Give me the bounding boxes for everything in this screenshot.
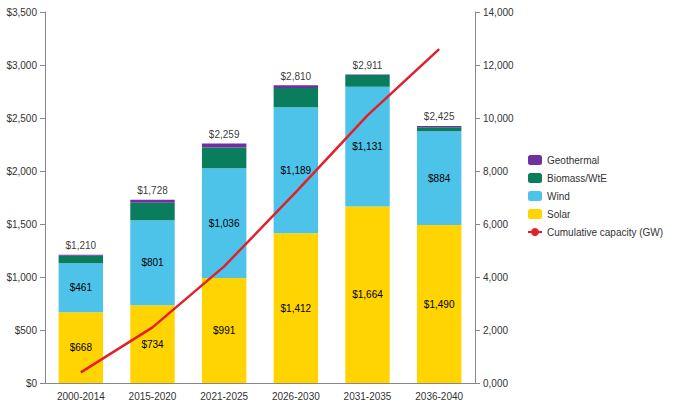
svg-text:$3,500: $3,500 bbox=[6, 7, 37, 18]
svg-text:$884: $884 bbox=[428, 173, 451, 184]
svg-text:2036-2040: 2036-2040 bbox=[415, 391, 463, 402]
svg-text:2015-2020: 2015-2020 bbox=[129, 391, 177, 402]
svg-text:Solar: Solar bbox=[547, 209, 571, 220]
svg-text:Wind: Wind bbox=[547, 191, 570, 202]
svg-text:$801: $801 bbox=[141, 257, 164, 268]
svg-text:4,000: 4,000 bbox=[483, 272, 508, 283]
svg-text:2031-2035: 2031-2035 bbox=[344, 391, 392, 402]
svg-text:$1,189: $1,189 bbox=[281, 165, 312, 176]
svg-text:$461: $461 bbox=[70, 282, 93, 293]
svg-text:$1,000: $1,000 bbox=[6, 272, 37, 283]
svg-text:$991: $991 bbox=[213, 325, 236, 336]
svg-text:$1,500: $1,500 bbox=[6, 219, 37, 230]
svg-text:$0: $0 bbox=[26, 378, 38, 389]
svg-text:6,000: 6,000 bbox=[483, 219, 508, 230]
svg-text:8,000: 8,000 bbox=[483, 166, 508, 177]
svg-text:$1,412: $1,412 bbox=[281, 303, 312, 314]
svg-text:0,000: 0,000 bbox=[483, 378, 508, 389]
svg-text:$2,810: $2,810 bbox=[281, 71, 312, 82]
svg-text:Geothermal: Geothermal bbox=[547, 155, 599, 166]
svg-text:$2,425: $2,425 bbox=[424, 111, 455, 122]
svg-text:$1,490: $1,490 bbox=[424, 299, 455, 310]
svg-text:$2,259: $2,259 bbox=[209, 129, 240, 140]
svg-text:$1,131: $1,131 bbox=[352, 141, 383, 152]
svg-text:2026-2030: 2026-2030 bbox=[272, 391, 320, 402]
svg-text:Biomass/WtE: Biomass/WtE bbox=[547, 173, 607, 184]
svg-text:$500: $500 bbox=[15, 325, 38, 336]
svg-text:$3,000: $3,000 bbox=[6, 60, 37, 71]
svg-text:$668: $668 bbox=[70, 342, 93, 353]
svg-text:$2,500: $2,500 bbox=[6, 113, 37, 124]
svg-text:12,000: 12,000 bbox=[483, 60, 514, 71]
svg-text:Cumulative capacity (GW): Cumulative capacity (GW) bbox=[547, 227, 663, 238]
svg-text:14,000: 14,000 bbox=[483, 7, 514, 18]
svg-text:10,000: 10,000 bbox=[483, 113, 514, 124]
svg-text:$1,728: $1,728 bbox=[137, 185, 168, 196]
svg-text:$1,210: $1,210 bbox=[66, 240, 97, 251]
svg-text:$734: $734 bbox=[141, 339, 164, 350]
svg-text:$1,664: $1,664 bbox=[352, 289, 383, 300]
svg-text:2,000: 2,000 bbox=[483, 325, 508, 336]
svg-text:$2,911: $2,911 bbox=[353, 60, 383, 71]
svg-text:$2,000: $2,000 bbox=[6, 166, 37, 177]
svg-text:2021-2025: 2021-2025 bbox=[200, 391, 248, 402]
svg-text:2000-2014: 2000-2014 bbox=[57, 391, 105, 402]
svg-text:$1,036: $1,036 bbox=[209, 218, 240, 229]
